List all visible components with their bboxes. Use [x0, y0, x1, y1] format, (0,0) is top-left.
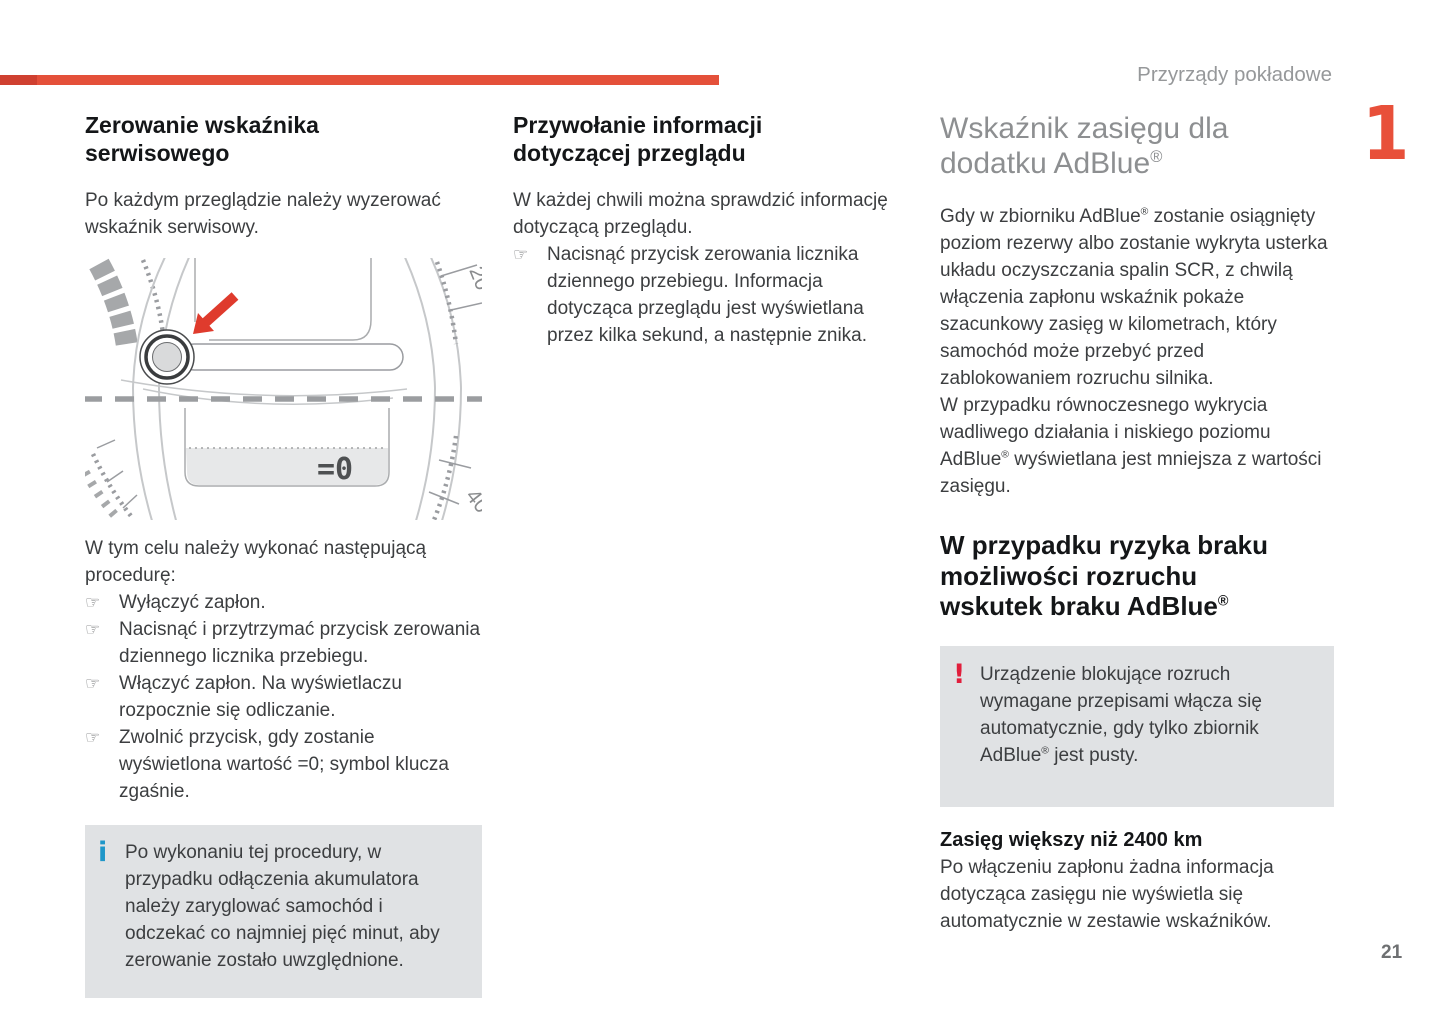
section-heading: Przywołanie informacji dotyczącej przegl…	[513, 112, 763, 166]
page-number: 21	[1381, 942, 1403, 963]
column-adblue-range: Wskaźnik zasięgu dla dodatku AdBlue® Gdy…	[940, 112, 1334, 935]
step-text: Nacisnąć i przytrzymać przycisk zerowani…	[119, 619, 481, 668]
display-value: =0	[317, 452, 353, 487]
column-service-info: Przywołanie informacji dotyczącej przegl…	[513, 112, 906, 349]
pointing-hand-icon: ☞	[85, 674, 101, 694]
trip-reset-stalk	[180, 343, 404, 371]
cluster-diagram: 20 40	[85, 258, 482, 521]
step-text: Zwolnić przycisk, gdy zostanie wyświetlo…	[119, 727, 449, 803]
adblue-paragraph-2: W przypadku równoczesnego wykrycia wadli…	[940, 395, 1322, 497]
warning-box-text: Urządzenie blokujące rozruch wymagane pr…	[980, 664, 1262, 767]
step-item: ☞ Wyłączyć zapłon.	[85, 589, 482, 616]
cluster-center	[120, 258, 408, 406]
warning-box: ! Urządzenie blokujące rozruch wymagane …	[940, 646, 1334, 808]
step-item: ☞ Nacisnąć przycisk zerowania licznika d…	[513, 241, 906, 349]
procedure-steps: ☞ Nacisnąć przycisk zerowania licznika d…	[513, 241, 906, 349]
column-service-reset: Zerowanie wskaźnika serwisowego Po każdy…	[85, 112, 482, 999]
right-gauge: 20 40	[404, 258, 482, 521]
section-intro: Po każdym przeglądzie należy wyzerować w…	[85, 190, 441, 239]
range-text: Po włączeniu zapłonu żadna informacja do…	[940, 857, 1274, 933]
gauge-label-40: 40	[461, 485, 482, 518]
running-header: Przyrządy pokładowe	[1137, 63, 1332, 86]
step-item: ☞ Włączyć zapłon. Na wyświetlaczu rozpoc…	[85, 670, 482, 724]
chapter-number: 1	[1362, 91, 1410, 177]
step-item: ☞ Nacisnąć i przytrzymać przycisk zerowa…	[85, 616, 482, 670]
info-box-text: Po wykonaniu tej procedury, w przypadku …	[125, 842, 440, 972]
procedure-intro: W tym celu należy wykonać następującą pr…	[85, 538, 427, 587]
red-pointer-arrow	[193, 292, 239, 335]
pointing-hand-icon: ☞	[85, 620, 101, 640]
section-heading: Zerowanie wskaźnika serwisowego	[85, 112, 319, 166]
pointing-hand-icon: ☞	[85, 593, 101, 613]
step-item: ☞ Zwolnić przycisk, gdy zostanie wyświet…	[85, 724, 482, 805]
odometer-display: =0	[184, 408, 390, 487]
step-text: Włączyć zapłon. Na wyświetlaczu rozpoczn…	[119, 673, 402, 722]
step-text: Wyłączyć zapłon.	[119, 592, 266, 614]
instrument-cluster-illustration: 20 40	[85, 258, 482, 521]
info-box: i Po wykonaniu tej procedury, w przypadk…	[85, 825, 482, 999]
pointing-hand-icon: ☞	[85, 728, 101, 748]
procedure-steps: ☞ Wyłączyć zapłon. ☞ Nacisnąć i przytrzy…	[85, 589, 482, 805]
section-heading: Wskaźnik zasięgu dla dodatku AdBlue®	[940, 112, 1229, 180]
range-subheading: Zasięg większy niż 2400 km	[940, 829, 1203, 852]
section-intro: W każdej chwili można sprawdzić informac…	[513, 190, 888, 239]
no-start-heading: W przypadku ryzyka braku możliwości rozr…	[940, 530, 1268, 622]
info-icon: i	[98, 837, 108, 869]
warning-icon: !	[953, 659, 966, 691]
adblue-paragraph-1: Gdy w zbiorniku AdBlue® zostanie osiągni…	[940, 206, 1328, 389]
pointing-hand-icon: ☞	[513, 245, 529, 265]
accent-rule	[0, 75, 719, 85]
left-gauge	[85, 258, 190, 521]
trip-reset-button	[139, 329, 195, 385]
step-text: Nacisnąć przycisk zerowania licznika dzi…	[547, 244, 868, 347]
